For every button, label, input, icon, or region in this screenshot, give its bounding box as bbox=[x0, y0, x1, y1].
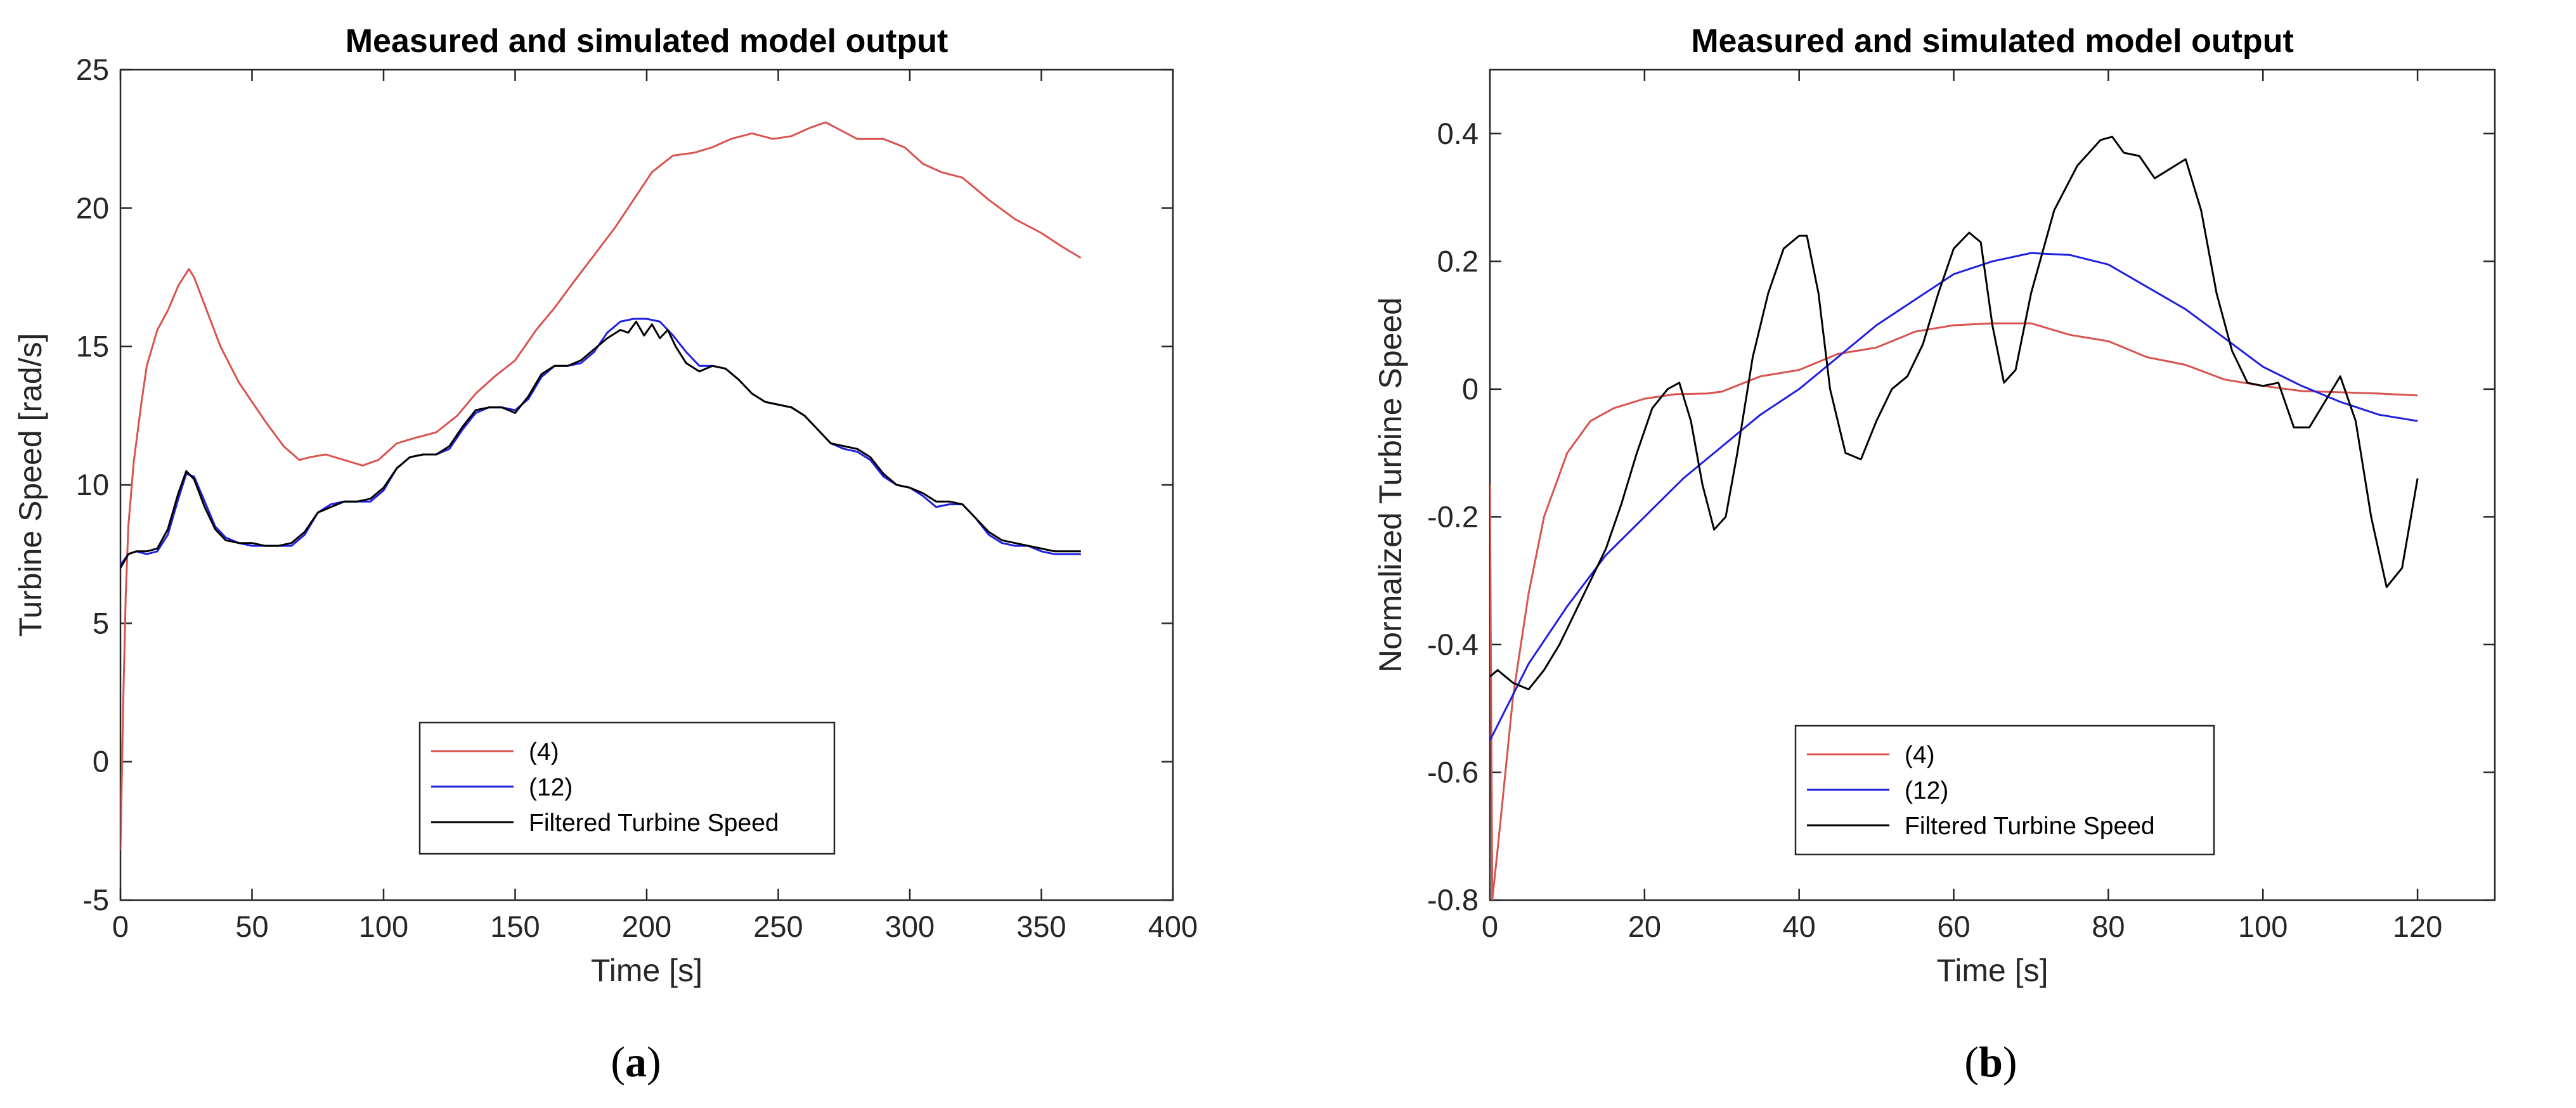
y-tick-label: 20 bbox=[76, 191, 109, 224]
x-tick-label: 20 bbox=[1628, 910, 1661, 943]
series-group bbox=[120, 121, 1082, 851]
y-axis-label: Turbine Speed [rad/s] bbox=[13, 333, 48, 637]
y-tick-label: -0.4 bbox=[1427, 628, 1479, 661]
y-axis-label: Normalized Turbine Speed bbox=[1373, 297, 1408, 673]
x-tick-label: 250 bbox=[753, 910, 803, 943]
series-line-0 bbox=[120, 121, 1082, 851]
series-group bbox=[1490, 136, 2419, 900]
x-tick-label: 400 bbox=[1148, 910, 1198, 943]
legend-label: (4) bbox=[1905, 742, 1935, 769]
x-tick-label: 0 bbox=[112, 910, 129, 943]
legend: (4) (12) Filtered Turbine Speed bbox=[418, 721, 836, 855]
x-tick-label: 300 bbox=[885, 910, 935, 943]
x-tick-label: 100 bbox=[2238, 910, 2288, 943]
legend-label: (12) bbox=[529, 774, 573, 801]
y-tick-label: -0.8 bbox=[1427, 883, 1479, 917]
series-line-1 bbox=[1490, 252, 2418, 741]
legend-box bbox=[418, 721, 836, 855]
chart-b: 0 20 40 60 80 100 120 -0.8 -0.6 -0.4 -0.2 0 0.2 0.4 Me… bbox=[1373, 23, 2496, 1086]
y-tick-label: 5 bbox=[93, 606, 109, 640]
chart-a: 0 50 100 150 200 250 300 350 400-50510152025Meas… bbox=[13, 23, 1198, 1086]
legend: (4) (12) Filtered Turbine Speed bbox=[1794, 725, 2215, 856]
y-tick-label: 25 bbox=[76, 53, 109, 86]
panel-letter: a bbox=[625, 1038, 647, 1086]
y-tick-label: -0.2 bbox=[1427, 499, 1479, 533]
y-tick-label: 0 bbox=[1462, 372, 1479, 406]
y-tick-label: -0.6 bbox=[1427, 755, 1479, 789]
y-tick-label: 15 bbox=[76, 330, 109, 363]
panel-caption: (a) bbox=[611, 1038, 661, 1086]
y-tick-label: 0 bbox=[93, 745, 109, 778]
x-axis-label: Time [s] bbox=[1937, 953, 2049, 988]
x-tick-label: 100 bbox=[359, 910, 408, 943]
x-tick-label: 80 bbox=[2092, 910, 2125, 943]
y-tick-label: 0.2 bbox=[1437, 244, 1479, 278]
y-tick-label: -5 bbox=[82, 883, 109, 917]
x-tick-label: 350 bbox=[1016, 910, 1066, 943]
x-axis-label: Time [s] bbox=[591, 953, 702, 988]
series-line-2 bbox=[120, 320, 1081, 569]
legend-label: (12) bbox=[1905, 777, 1948, 804]
y-tick-label: 10 bbox=[76, 468, 109, 501]
x-tick-label: 50 bbox=[235, 910, 268, 943]
chart-title: Measured and simulated model output bbox=[1691, 23, 2294, 60]
legend-label: Filtered Turbine Speed bbox=[1905, 813, 2155, 840]
x-tick-label: 0 bbox=[1482, 910, 1498, 943]
panel-letter: b bbox=[1979, 1038, 2003, 1086]
panel-caption: (b) bbox=[1964, 1038, 2017, 1086]
x-tick-label: 150 bbox=[490, 910, 540, 943]
x-tick-label: 120 bbox=[2393, 910, 2442, 943]
series-line-2 bbox=[1490, 136, 2419, 690]
chart-title: Measured and simulated model output bbox=[346, 23, 948, 60]
x-tick-label: 40 bbox=[1783, 910, 1816, 943]
x-tick-label: 60 bbox=[1937, 910, 1970, 943]
x-tick-label: 200 bbox=[622, 910, 671, 943]
series-line-0 bbox=[1490, 322, 2418, 900]
legend-label: Filtered Turbine Speed bbox=[529, 809, 779, 837]
y-tick-label: 0.4 bbox=[1437, 117, 1479, 150]
legend-label: (4) bbox=[529, 738, 559, 766]
